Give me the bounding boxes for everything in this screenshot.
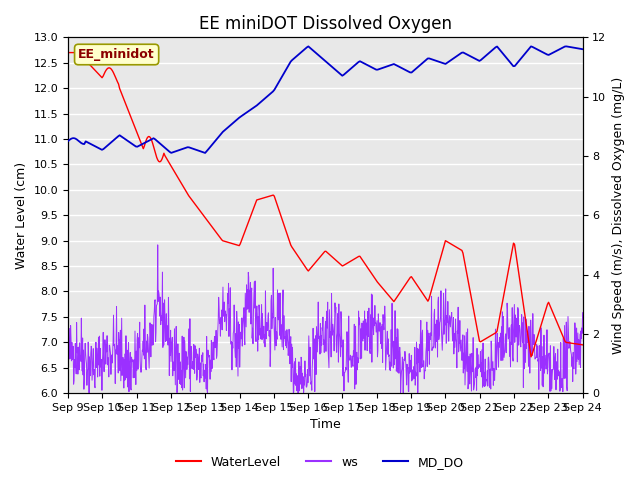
Y-axis label: Wind Speed (m/s), Dissolved Oxygen (mg/L): Wind Speed (m/s), Dissolved Oxygen (mg/L… (612, 77, 625, 354)
X-axis label: Time: Time (310, 419, 340, 432)
Legend: WaterLevel, ws, MD_DO: WaterLevel, ws, MD_DO (171, 451, 469, 474)
Text: EE_minidot: EE_minidot (78, 48, 155, 61)
Y-axis label: Water Level (cm): Water Level (cm) (15, 162, 28, 269)
Title: EE miniDOT Dissolved Oxygen: EE miniDOT Dissolved Oxygen (199, 15, 452, 33)
